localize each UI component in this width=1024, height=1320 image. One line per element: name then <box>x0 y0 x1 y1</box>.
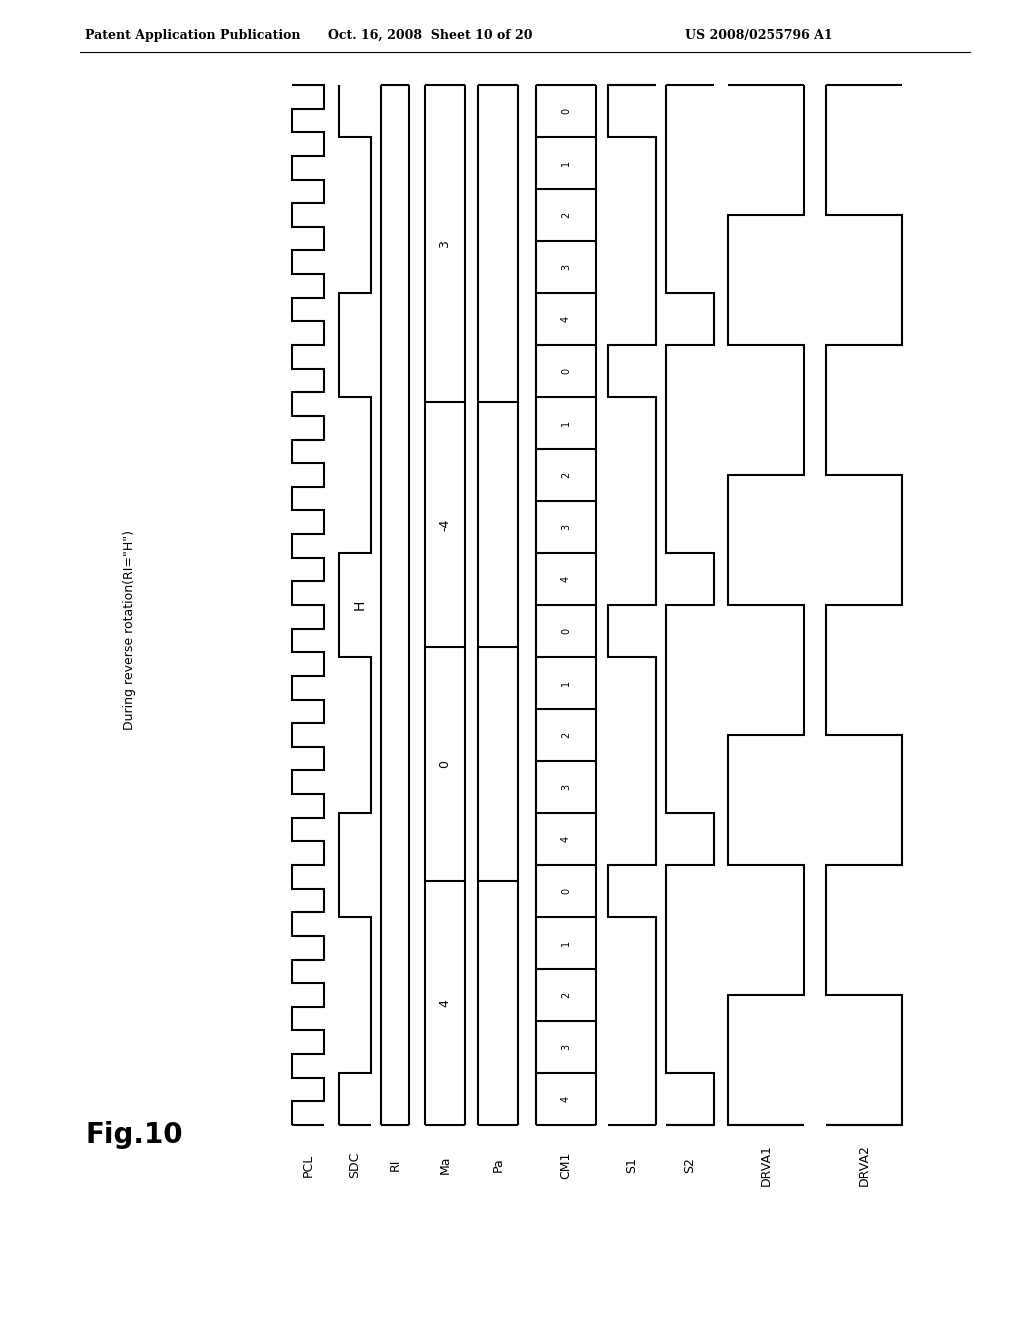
Text: RI: RI <box>388 1159 401 1171</box>
Text: During reverse rotation(RI="H"): During reverse rotation(RI="H") <box>124 531 136 730</box>
Text: 0: 0 <box>561 368 571 374</box>
Text: Pa: Pa <box>492 1158 505 1172</box>
Text: 4: 4 <box>438 999 452 1007</box>
Text: 3: 3 <box>438 240 452 248</box>
Text: CM1: CM1 <box>559 1151 572 1179</box>
Text: SDC: SDC <box>348 1152 361 1179</box>
Text: Fig.10: Fig.10 <box>85 1121 182 1148</box>
Text: 0: 0 <box>561 108 571 114</box>
Text: Ma: Ma <box>438 1156 452 1175</box>
Text: 4: 4 <box>561 1096 571 1102</box>
Text: 2: 2 <box>561 991 571 998</box>
Text: 4: 4 <box>561 576 571 582</box>
Text: 1: 1 <box>561 940 571 946</box>
Text: Oct. 16, 2008  Sheet 10 of 20: Oct. 16, 2008 Sheet 10 of 20 <box>328 29 532 41</box>
Text: DRVA1: DRVA1 <box>760 1144 772 1185</box>
Text: 3: 3 <box>561 784 571 791</box>
Text: -4: -4 <box>438 519 452 531</box>
Text: 3: 3 <box>561 1044 571 1051</box>
Text: 4: 4 <box>561 836 571 842</box>
Text: 2: 2 <box>561 213 571 218</box>
Text: 0: 0 <box>561 888 571 894</box>
Text: 1: 1 <box>561 680 571 686</box>
Text: 0: 0 <box>561 628 571 634</box>
Text: PCL: PCL <box>301 1154 314 1176</box>
Text: DRVA2: DRVA2 <box>857 1144 870 1185</box>
Text: S1: S1 <box>626 1158 639 1173</box>
Text: S2: S2 <box>683 1158 696 1173</box>
Text: 1: 1 <box>561 160 571 166</box>
Text: 3: 3 <box>561 264 571 271</box>
Text: 2: 2 <box>561 731 571 738</box>
Text: 3: 3 <box>561 524 571 531</box>
Text: Patent Application Publication: Patent Application Publication <box>85 29 300 41</box>
Text: H: H <box>353 599 367 610</box>
Text: 4: 4 <box>561 315 571 322</box>
Text: 0: 0 <box>438 759 452 768</box>
Text: US 2008/0255796 A1: US 2008/0255796 A1 <box>685 29 833 41</box>
Text: 2: 2 <box>561 471 571 478</box>
Text: 1: 1 <box>561 420 571 426</box>
